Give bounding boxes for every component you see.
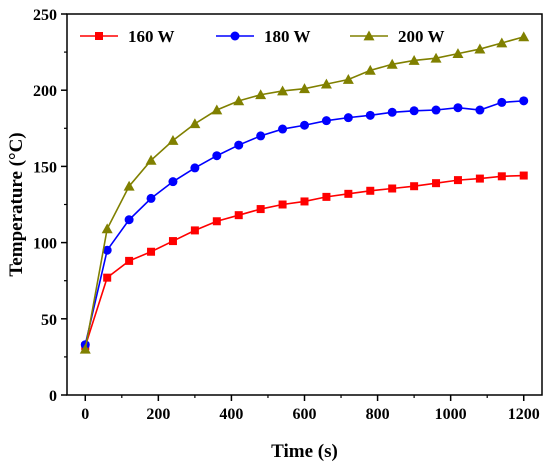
data-point-160w: [278, 200, 287, 209]
y-tick-label: 200: [33, 83, 57, 100]
legend-item-180w: 180 W: [216, 27, 310, 46]
data-point-200w: [452, 48, 464, 59]
data-point-160w: [322, 192, 331, 201]
legend-label: 160 W: [128, 27, 174, 46]
data-point-200w: [364, 64, 376, 75]
data-point-200w: [233, 95, 245, 106]
data-point-200w: [299, 83, 310, 94]
data-point-180w: [124, 215, 134, 225]
data-point-160w: [234, 211, 243, 220]
legend-item-200w: 200 W: [350, 27, 444, 46]
data-point-200w: [101, 223, 113, 234]
data-point-180w: [387, 107, 397, 117]
y-tick-label: 150: [33, 159, 57, 176]
series-180w: [80, 96, 529, 350]
legend-label: 200 W: [398, 27, 444, 46]
data-point-180w: [409, 106, 419, 116]
legend-marker: [230, 31, 240, 41]
data-point-180w: [168, 177, 178, 187]
data-point-180w: [365, 110, 375, 120]
data-point-160w: [212, 217, 221, 226]
x-axis-title: Time (s): [271, 441, 338, 462]
series-200w: [79, 31, 530, 354]
data-point-200w: [255, 89, 267, 100]
legend-label: 180 W: [264, 27, 310, 46]
data-point-180w: [212, 151, 222, 161]
y-tick-label: 250: [33, 7, 57, 24]
data-point-160w: [168, 237, 177, 246]
data-point-160w: [519, 171, 528, 180]
data-point-160w: [300, 197, 309, 206]
x-tick-label: 200: [146, 406, 170, 423]
series-line-180w: [84, 100, 524, 345]
data-point-160w: [147, 247, 156, 256]
data-point-160w: [366, 186, 375, 195]
data-point-200w: [167, 134, 179, 145]
data-point-160w: [432, 179, 441, 188]
data-point-160w: [497, 172, 506, 181]
data-point-160w: [410, 182, 419, 191]
data-point-160w: [103, 273, 112, 282]
x-tick-label: 0: [81, 406, 89, 423]
data-point-160w: [344, 189, 353, 198]
data-point-200w: [474, 43, 486, 54]
y-tick-label: 100: [33, 236, 57, 253]
y-tick-label: 0: [49, 388, 57, 405]
legend-item-160w: 160 W: [80, 27, 174, 46]
data-point-160w: [475, 174, 484, 183]
data-point-180w: [321, 116, 331, 126]
data-point-160w: [190, 226, 199, 235]
data-point-200w: [277, 85, 289, 96]
data-point-180w: [497, 97, 507, 107]
data-point-200w: [79, 343, 91, 354]
data-point-200w: [189, 118, 201, 129]
data-point-200w: [430, 52, 442, 63]
x-tick-label: 1000: [435, 406, 467, 423]
data-point-180w: [431, 105, 441, 115]
data-point-180w: [519, 96, 529, 106]
data-point-160w: [125, 256, 134, 265]
x-tick-label: 400: [219, 406, 243, 423]
data-point-180w: [190, 163, 200, 173]
y-axis-title: Temperature (°C): [6, 132, 27, 276]
data-point-200w: [342, 74, 354, 84]
data-point-180w: [343, 113, 353, 123]
data-point-180w: [475, 105, 485, 115]
legend-marker: [363, 30, 375, 41]
data-point-160w: [453, 176, 462, 185]
data-point-200w: [518, 31, 530, 42]
data-point-160w: [256, 205, 265, 214]
y-tick-label: 50: [41, 312, 57, 329]
data-point-200w: [320, 78, 332, 89]
data-point-180w: [234, 140, 244, 150]
x-tick-label: 600: [293, 406, 317, 423]
data-point-160w: [388, 184, 397, 193]
data-point-180w: [102, 245, 112, 255]
data-point-200w: [386, 58, 398, 69]
data-point-200w: [496, 37, 508, 48]
legend: 160 W 180 W 200 W: [80, 27, 444, 46]
data-point-200w: [408, 54, 420, 65]
data-point-200w: [211, 104, 223, 115]
data-point-180w: [453, 103, 463, 113]
x-tick-label: 1200: [508, 406, 540, 423]
data-point-180w: [278, 124, 288, 134]
x-tick-label: 800: [366, 406, 390, 423]
data-point-200w: [145, 154, 157, 165]
data-point-200w: [123, 180, 135, 191]
data-point-180w: [146, 193, 156, 203]
data-point-180w: [256, 131, 266, 141]
legend-marker: [95, 32, 103, 40]
data-point-180w: [300, 120, 309, 130]
